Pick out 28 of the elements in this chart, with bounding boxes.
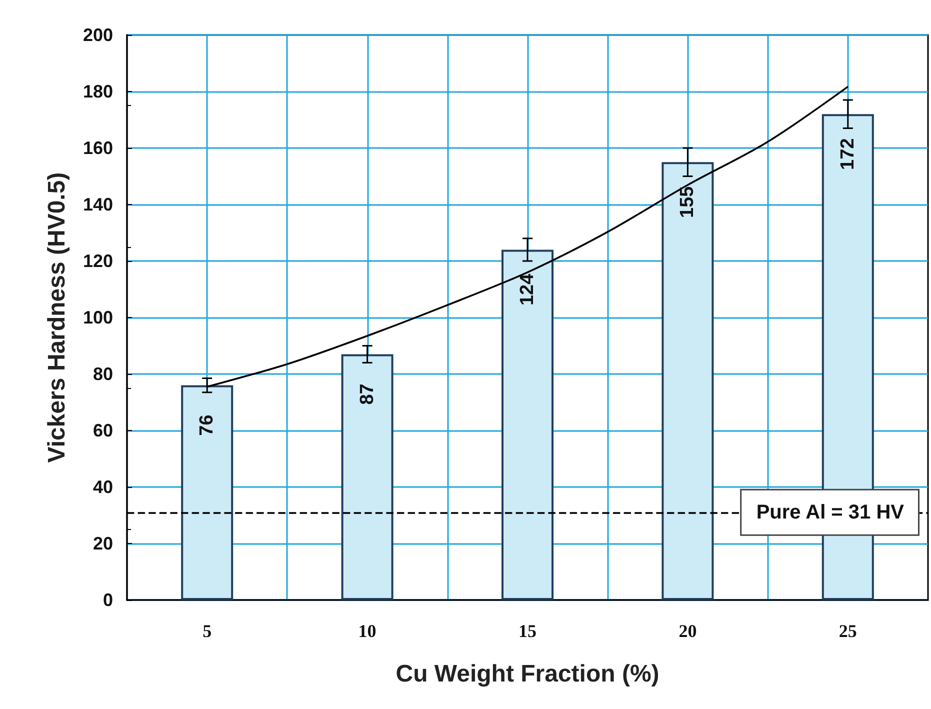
- y-tick-label: 160: [82, 138, 113, 158]
- bar: [341, 354, 394, 600]
- y-tick-label: 140: [82, 194, 113, 214]
- y-tick-label: 40: [92, 477, 113, 497]
- x-axis-title: Cu Weight Fraction (%): [396, 660, 660, 688]
- data-label: 87: [356, 384, 378, 405]
- data-label: 76: [196, 414, 218, 436]
- y-tick-label: 100: [82, 308, 113, 328]
- y-tick-label: 60: [92, 420, 113, 440]
- y-tick-label: 80: [92, 364, 113, 384]
- x-tick-label: 15: [518, 621, 536, 641]
- bar: [502, 250, 554, 600]
- y-tick-label: 20: [92, 534, 113, 554]
- x-tick-label: 20: [678, 621, 697, 641]
- y-tick-label: 180: [82, 82, 113, 102]
- y-tick-label: 200: [82, 25, 113, 45]
- x-tick-label: 10: [358, 621, 376, 641]
- y-tick-label: 0: [102, 590, 113, 610]
- bar: [662, 162, 714, 600]
- x-tick-label: 5: [202, 621, 212, 641]
- data-label: 124: [517, 273, 538, 306]
- y-axis-title: Vickers Hardness (HV0.5): [44, 172, 70, 463]
- bar: [181, 385, 234, 600]
- y-tick-label: 120: [82, 251, 113, 271]
- data-label: 155: [677, 186, 698, 218]
- x-tick-label: 25: [838, 621, 857, 641]
- data-label: 172: [837, 138, 858, 170]
- ref-line-label: Pure Al = 31 HV: [756, 501, 905, 524]
